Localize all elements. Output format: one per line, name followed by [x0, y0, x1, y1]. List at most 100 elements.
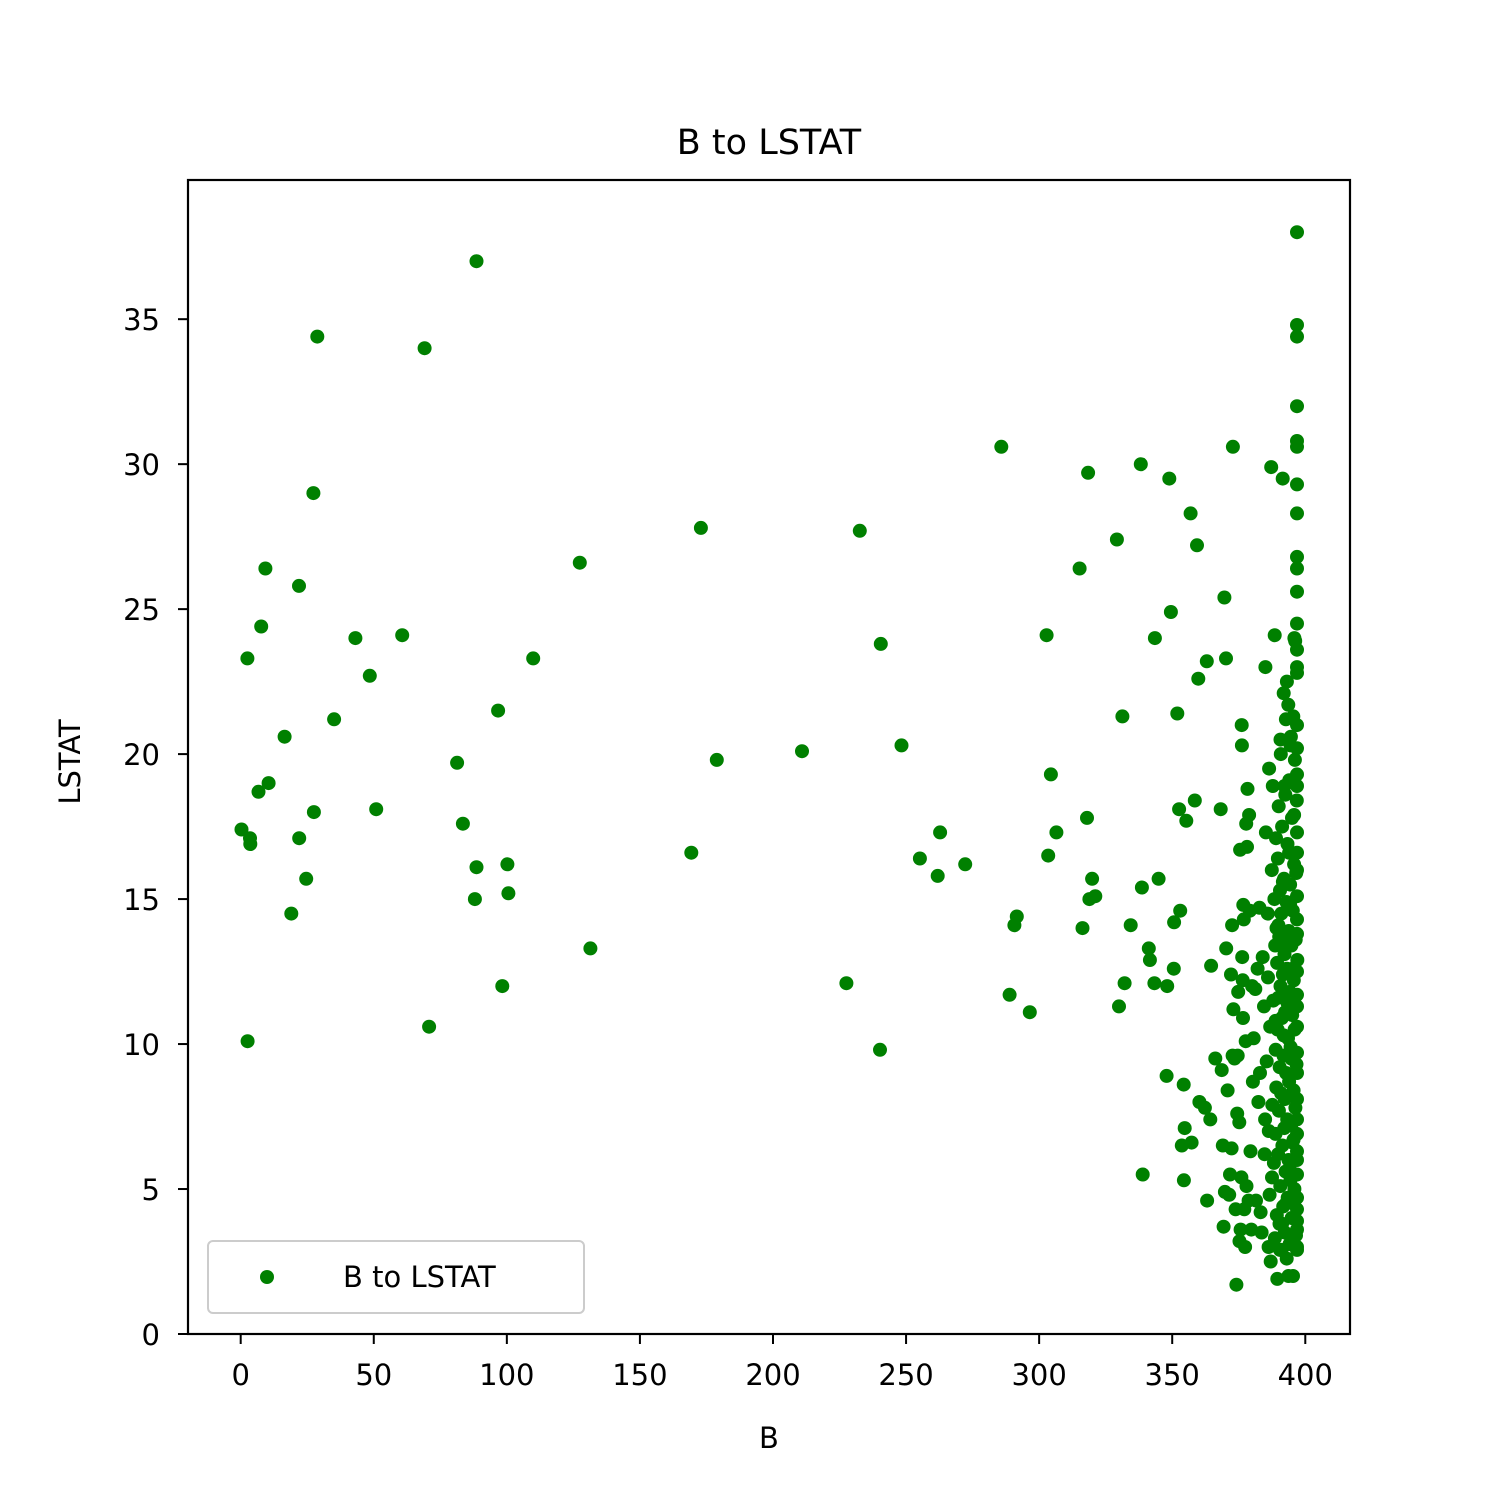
data-point	[1081, 465, 1096, 480]
data-point	[1265, 1170, 1279, 1185]
data-point	[1274, 906, 1289, 921]
data-point	[1235, 950, 1250, 965]
data-point	[1255, 950, 1270, 965]
data-point	[1290, 1092, 1304, 1107]
data-point	[495, 979, 510, 994]
data-point	[1213, 802, 1228, 817]
data-point	[1264, 460, 1279, 475]
data-point	[1275, 874, 1290, 889]
data-point	[1176, 1077, 1191, 1092]
data-point	[1216, 1219, 1231, 1234]
data-point	[994, 439, 1009, 454]
data-point	[1009, 909, 1024, 924]
data-point	[1176, 1173, 1191, 1188]
data-point	[852, 523, 867, 538]
data-point	[1270, 1271, 1285, 1286]
legend-label: B to LSTAT	[343, 1260, 496, 1294]
data-point	[491, 703, 506, 718]
data-point	[1173, 903, 1188, 918]
data-point	[369, 802, 384, 817]
data-point	[1163, 605, 1178, 619]
data-point	[1225, 1048, 1240, 1063]
data-point	[1287, 631, 1302, 646]
data-point	[1290, 318, 1304, 332]
data-point	[1290, 912, 1304, 927]
data-point	[1289, 793, 1304, 808]
data-point	[1177, 1121, 1192, 1136]
data-point	[292, 578, 306, 593]
data-point	[1290, 825, 1304, 840]
data-point	[1276, 686, 1291, 701]
data-point	[1039, 628, 1054, 643]
data-point	[1179, 813, 1194, 828]
data-point	[1287, 752, 1302, 767]
data-point	[1261, 1124, 1276, 1138]
data-point	[1208, 1051, 1223, 1066]
data-point	[1290, 506, 1304, 521]
data-point	[1268, 1013, 1283, 1028]
data-point	[1260, 906, 1275, 921]
data-point	[240, 1034, 255, 1049]
data-point	[1147, 976, 1162, 991]
data-point	[1290, 926, 1304, 941]
data-point	[1243, 1144, 1258, 1159]
y-tick-label: 20	[123, 738, 160, 772]
data-point	[1170, 706, 1185, 721]
data-point	[1271, 799, 1286, 814]
y-tick-label: 35	[123, 303, 160, 337]
data-point	[1041, 848, 1056, 863]
data-point	[1290, 561, 1304, 576]
data-point	[693, 520, 708, 535]
data-point	[1222, 1187, 1237, 1202]
data-point	[1251, 1095, 1266, 1109]
data-point	[240, 651, 255, 666]
data-point	[1290, 616, 1304, 631]
data-point	[306, 486, 321, 501]
data-point	[1283, 897, 1298, 912]
data-point	[1229, 1277, 1244, 1292]
data-point	[1290, 225, 1304, 240]
data-point	[1147, 631, 1162, 646]
data-point	[1267, 628, 1282, 643]
x-tick-label: 300	[1011, 1358, 1066, 1392]
x-tick-label: 350	[1145, 1358, 1200, 1392]
x-tick-label: 50	[355, 1358, 392, 1392]
data-point	[254, 619, 269, 634]
data-point	[1223, 1167, 1237, 1182]
data-point	[1278, 935, 1293, 950]
data-point	[1220, 1083, 1235, 1098]
data-point	[1134, 880, 1149, 895]
data-point	[1290, 1242, 1304, 1257]
data-point	[1187, 793, 1202, 808]
y-tick-label: 10	[123, 1028, 160, 1062]
data-point	[1190, 538, 1204, 553]
data-point	[684, 845, 699, 860]
data-point	[1290, 477, 1304, 492]
data-point	[1200, 1193, 1215, 1208]
data-point	[1183, 506, 1198, 521]
data-point	[1135, 1167, 1150, 1182]
data-point	[1088, 889, 1103, 904]
y-axis-ticks: 0 5 10 15 20 25 30 35	[123, 303, 188, 1352]
data-point	[501, 886, 516, 901]
data-point	[1290, 779, 1304, 793]
data-point	[894, 738, 909, 753]
data-point	[1258, 1112, 1273, 1127]
x-tick-label: 200	[745, 1358, 800, 1392]
data-point	[1285, 961, 1300, 976]
data-point	[1080, 810, 1094, 825]
y-tick-label: 0	[142, 1318, 160, 1352]
data-point	[1258, 660, 1273, 675]
data-point	[1159, 1068, 1174, 1083]
data-point	[1197, 1100, 1212, 1115]
data-point	[455, 816, 470, 831]
data-point	[1224, 967, 1238, 982]
x-tick-label: 0	[231, 1358, 249, 1392]
legend: B to LSTAT	[207, 1240, 585, 1314]
data-point	[1275, 819, 1290, 834]
data-point	[1290, 767, 1304, 782]
data-point	[583, 941, 598, 956]
data-point	[1151, 871, 1166, 886]
y-tick-label: 5	[142, 1173, 160, 1207]
